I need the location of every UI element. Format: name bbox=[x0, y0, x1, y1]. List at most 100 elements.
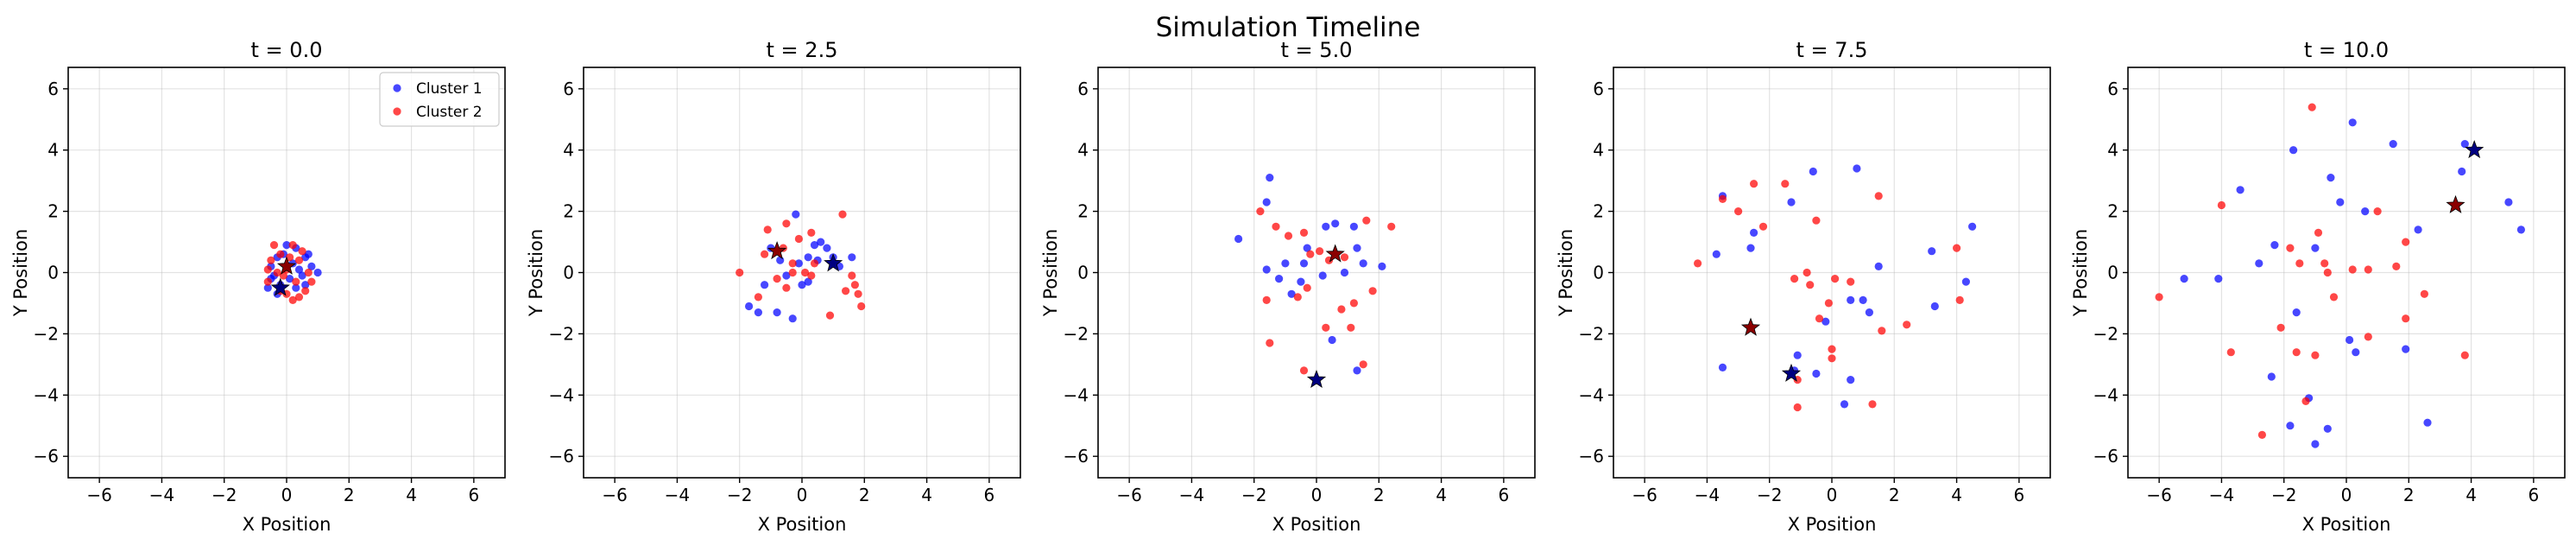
x-tick-label: 0 bbox=[797, 485, 808, 505]
x-tick-label: −4 bbox=[2209, 485, 2234, 505]
data-point bbox=[1284, 232, 1293, 240]
data-point bbox=[804, 277, 812, 286]
data-point bbox=[1322, 222, 1330, 231]
data-point bbox=[2214, 275, 2223, 283]
y-tick-label: 6 bbox=[1077, 79, 1089, 99]
subplot-title: t = 0.0 bbox=[251, 38, 323, 62]
data-point bbox=[1790, 275, 1799, 283]
x-axis: −6 −4 −2 0 2 4 6 bbox=[1632, 478, 2024, 505]
data-point bbox=[2236, 186, 2245, 194]
data-point bbox=[1812, 369, 1821, 378]
data-point bbox=[788, 259, 797, 268]
data-point bbox=[1787, 198, 1796, 206]
y-axis: −6 −4 −2 0 2 4 6 bbox=[549, 79, 584, 467]
y-tick-label: 6 bbox=[47, 79, 59, 99]
y-tick-label: 2 bbox=[2107, 201, 2118, 222]
data-point bbox=[782, 219, 791, 228]
y-tick-label: 6 bbox=[563, 79, 574, 99]
x-tick-label: −4 bbox=[1179, 485, 1204, 505]
data-point bbox=[1853, 164, 1861, 173]
x-axis-label: X Position bbox=[2302, 514, 2391, 535]
y-tick-label: 6 bbox=[1593, 79, 1604, 99]
data-point bbox=[2308, 103, 2316, 111]
cluster-1-center-marker bbox=[1306, 369, 1327, 389]
data-point bbox=[2420, 289, 2428, 298]
data-point bbox=[1828, 354, 1836, 363]
data-point bbox=[279, 271, 287, 280]
y-tick-label: −4 bbox=[1579, 384, 1604, 405]
subplot-2: −6 −4 −2 0 2 4 6 −6 −4 −2 0 2 4 6 t = 2.5 X Position Y P… bbox=[526, 38, 1021, 535]
data-point bbox=[1803, 268, 1811, 277]
data-point bbox=[794, 259, 804, 268]
data-point bbox=[754, 293, 763, 302]
grid-lines bbox=[2128, 67, 2565, 478]
x-tick-label: −4 bbox=[149, 485, 174, 505]
data-point bbox=[2301, 397, 2310, 405]
y-tick-label: −6 bbox=[2093, 446, 2118, 467]
data-point bbox=[1781, 180, 1790, 188]
data-point bbox=[2155, 293, 2163, 302]
data-point bbox=[1847, 295, 1855, 304]
x-tick-label: 0 bbox=[2341, 485, 2352, 505]
data-point bbox=[842, 287, 850, 295]
data-point bbox=[794, 234, 804, 244]
data-point bbox=[1359, 360, 1367, 369]
series-1-points bbox=[1234, 174, 1386, 375]
data-point bbox=[848, 271, 856, 280]
data-point bbox=[782, 283, 791, 292]
data-point bbox=[1303, 283, 1311, 292]
data-point bbox=[1874, 262, 1883, 270]
data-point bbox=[1340, 253, 1349, 262]
data-point bbox=[1968, 222, 1977, 231]
data-point bbox=[1378, 262, 1386, 270]
y-axis: −6 −4 −2 0 2 4 6 bbox=[1064, 79, 1098, 467]
data-point bbox=[1368, 287, 1377, 295]
data-point bbox=[1961, 277, 1970, 286]
y-tick-label: −2 bbox=[34, 323, 59, 344]
data-point bbox=[1299, 259, 1309, 268]
data-point bbox=[2311, 244, 2320, 252]
data-point bbox=[2323, 424, 2332, 433]
y-tick-label: −4 bbox=[1064, 384, 1089, 405]
data-point bbox=[2267, 372, 2276, 381]
data-point bbox=[825, 311, 835, 320]
data-point bbox=[1353, 366, 1361, 375]
y-axis-label: Y Position bbox=[526, 229, 546, 317]
y-tick-label: 0 bbox=[563, 263, 574, 283]
y-tick-label: −6 bbox=[1579, 446, 1604, 467]
data-point bbox=[304, 268, 313, 277]
data-point bbox=[1299, 366, 1309, 375]
x-tick-label: −2 bbox=[1241, 485, 1266, 505]
data-point bbox=[2460, 140, 2469, 149]
data-point bbox=[1793, 351, 1802, 359]
y-tick-label: 4 bbox=[1593, 140, 1604, 161]
x-tick-label: −6 bbox=[86, 485, 111, 505]
data-point bbox=[1712, 250, 1720, 258]
x-axis-label: X Position bbox=[243, 514, 331, 535]
y-axis-label: Y Position bbox=[2070, 229, 2091, 317]
x-axis: −6 −4 −2 0 2 4 6 bbox=[1116, 478, 1509, 505]
x-tick-label: 2 bbox=[1889, 485, 1900, 505]
data-point bbox=[1340, 268, 1349, 277]
data-point bbox=[1331, 219, 1340, 228]
data-point bbox=[2348, 118, 2357, 127]
cluster-2-center-marker bbox=[2446, 194, 2466, 213]
data-point bbox=[286, 253, 294, 262]
legend: Cluster 1 Cluster 2 bbox=[379, 72, 500, 127]
data-point bbox=[2516, 225, 2525, 234]
data-point bbox=[854, 289, 862, 298]
data-point bbox=[1847, 277, 1855, 286]
x-tick-label: 6 bbox=[468, 485, 479, 505]
y-tick-label: −4 bbox=[34, 384, 59, 405]
data-point bbox=[301, 281, 310, 289]
y-tick-label: −6 bbox=[34, 446, 59, 467]
subplot-panels: −6 −4 −2 0 2 4 6 −6 −4 −2 0 2 4 6 t = 0.0 X Position Y P… bbox=[10, 38, 2566, 535]
data-point bbox=[754, 308, 763, 317]
data-point bbox=[817, 238, 825, 246]
series-2-points bbox=[2155, 103, 2469, 439]
data-point bbox=[807, 271, 816, 280]
data-point bbox=[1337, 305, 1346, 314]
x-axis-label: X Position bbox=[1272, 514, 1361, 535]
data-point bbox=[2504, 198, 2513, 206]
data-point bbox=[2364, 333, 2372, 341]
